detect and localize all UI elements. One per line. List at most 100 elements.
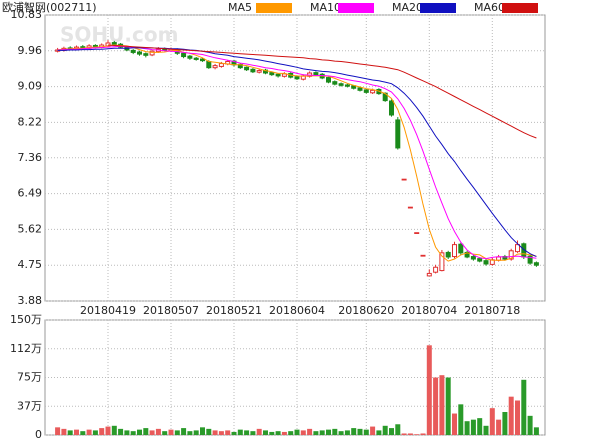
candle-body	[269, 72, 275, 76]
volume-bar	[426, 345, 432, 435]
volume-bar	[470, 419, 476, 435]
volume-bar	[244, 430, 250, 435]
candle-body	[149, 50, 155, 56]
volume-bar	[433, 377, 439, 435]
candle-body	[326, 77, 331, 83]
candle-body	[137, 51, 142, 55]
volume-bar	[508, 396, 514, 435]
y-tick-label: 6.49	[18, 187, 43, 200]
candle-body	[250, 68, 256, 73]
candle-body	[181, 52, 187, 58]
volume-bar	[67, 430, 73, 435]
volume-bar	[300, 430, 306, 435]
candle-body	[458, 243, 464, 254]
volume-bar	[74, 429, 79, 435]
candle-body	[193, 57, 199, 60]
volume-bar	[92, 430, 98, 435]
candle-body	[496, 256, 502, 261]
candle-body	[256, 70, 262, 73]
volume-bar	[439, 375, 445, 435]
y-tick-label: 4.75	[18, 258, 43, 271]
volume-bar	[483, 425, 489, 435]
candle-body	[363, 89, 369, 93]
legend-label: MA10	[310, 1, 341, 14]
x-tick-label: 20180704	[401, 304, 457, 317]
volume-bar	[212, 430, 218, 435]
candle-body	[477, 258, 483, 262]
candle-body	[130, 49, 136, 53]
volume-bar	[332, 428, 338, 435]
volume-bar	[521, 379, 527, 435]
candle-body	[200, 58, 205, 62]
y-tick-label: 5.62	[18, 222, 43, 235]
volume-bar	[118, 428, 124, 435]
legend-label: MA60	[474, 1, 505, 14]
candle-body	[332, 81, 338, 85]
volume-bar	[263, 430, 268, 435]
volume-bar	[206, 428, 212, 435]
volume-bar	[193, 430, 199, 435]
volume-bar	[99, 428, 105, 435]
candle-body	[533, 262, 539, 266]
volume-bar	[326, 429, 331, 435]
x-tick-label: 20180604	[269, 304, 325, 317]
volume-bar	[376, 430, 382, 435]
candle-body	[389, 100, 394, 116]
volume-bar	[515, 400, 520, 435]
volume-bar	[218, 431, 224, 435]
volume-bar	[256, 428, 262, 435]
volume-bar	[458, 404, 464, 435]
candle-body	[357, 87, 363, 91]
watermark: SOHU.com	[60, 23, 178, 47]
candle-body	[111, 42, 117, 45]
y-tick-label: 3.88	[18, 294, 43, 307]
y-tick-label: 10.83	[11, 8, 43, 21]
x-tick-label: 20180620	[338, 304, 394, 317]
volume-bar	[344, 430, 350, 435]
legend-label: MA20	[392, 1, 423, 14]
volume-bar	[527, 415, 533, 435]
chart-title: 欧浦智网(002711)	[2, 0, 97, 14]
volume-bar	[281, 431, 287, 435]
candle-body	[452, 244, 457, 258]
volume-bar	[237, 429, 243, 435]
candle-body	[244, 66, 250, 71]
candle-body	[344, 84, 350, 87]
candle-body	[294, 76, 300, 80]
volume-bar	[124, 430, 130, 435]
volume-tick-label: 112万	[10, 342, 42, 355]
volume-bar	[168, 429, 174, 435]
candle-body	[218, 63, 224, 67]
candle-body	[407, 206, 413, 209]
volume-bar	[155, 428, 161, 435]
x-tick-label: 20180419	[80, 304, 136, 317]
candle-body	[401, 178, 407, 181]
legend-swatch	[420, 3, 456, 13]
ma-line	[107, 44, 537, 139]
volume-bar	[357, 428, 363, 435]
volume-bar	[452, 413, 457, 435]
candle-body	[426, 272, 432, 277]
volume-bar	[225, 430, 231, 435]
candle-body	[439, 252, 445, 272]
volume-bar	[407, 433, 413, 435]
ma-line	[57, 44, 537, 262]
volume-bar	[231, 431, 237, 435]
volume-bar	[414, 434, 420, 435]
volume-bar	[395, 424, 401, 435]
legend-swatch	[502, 3, 538, 13]
y-tick-label: 9.96	[18, 44, 43, 57]
volume-bar	[143, 428, 149, 435]
candle-body	[515, 244, 520, 253]
volume-bar	[250, 431, 256, 435]
volume-bar	[61, 428, 67, 435]
y-tick-label: 8.22	[18, 115, 43, 128]
legend-swatch	[256, 3, 292, 13]
volume-bar	[313, 431, 319, 435]
volume-bar	[370, 426, 376, 435]
y-tick-label: 7.36	[18, 151, 43, 164]
legend-label: MA5	[228, 1, 252, 14]
volume-bar	[55, 427, 61, 435]
candle-body	[414, 232, 420, 234]
volume-bar	[338, 431, 344, 435]
